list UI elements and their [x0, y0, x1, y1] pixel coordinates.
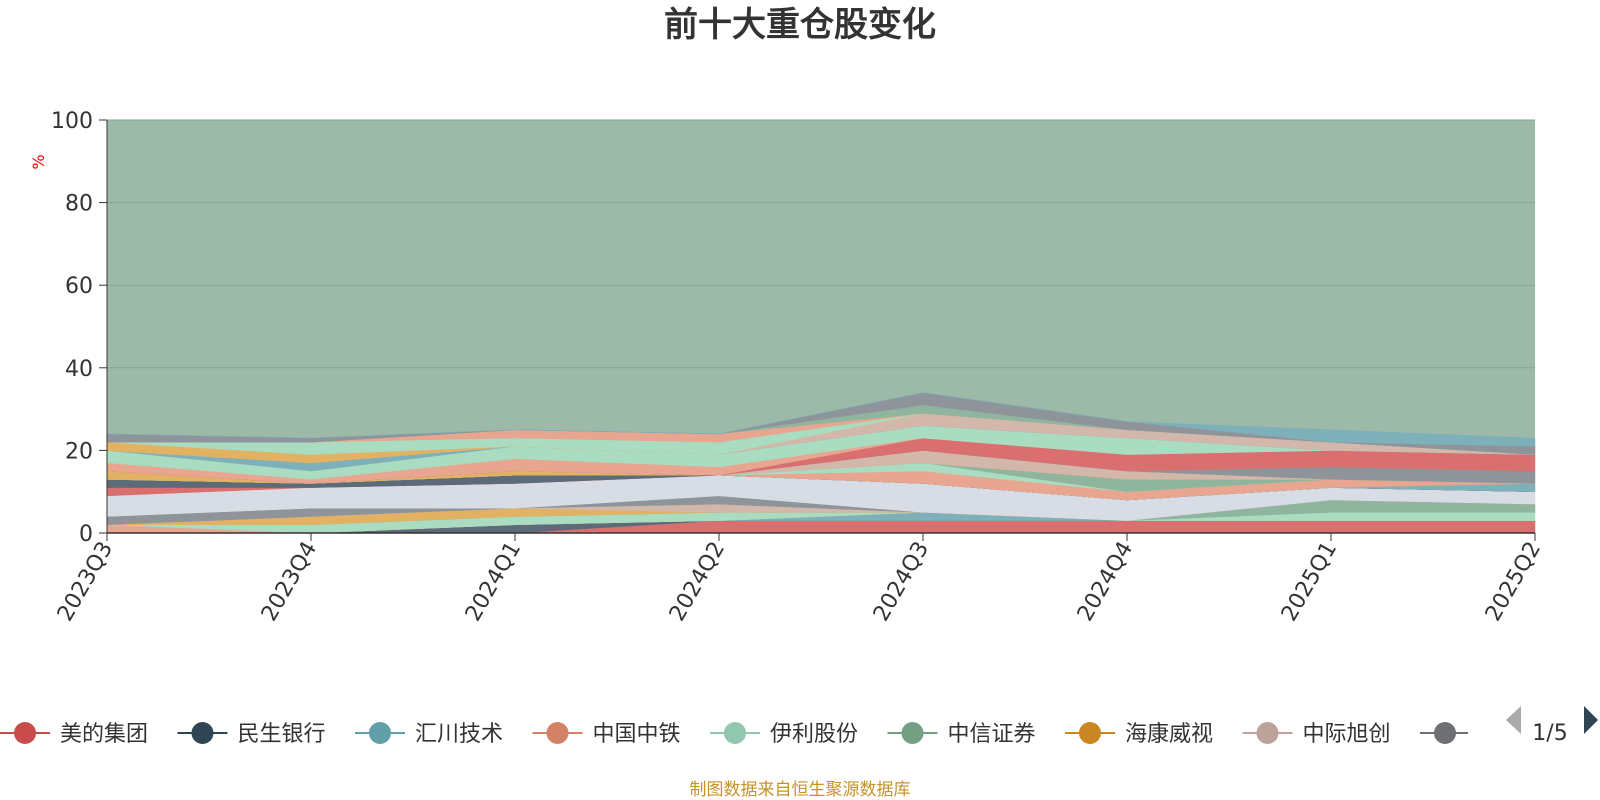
legend-marker	[901, 722, 924, 744]
legend-label: 民生银行	[238, 722, 326, 747]
legend-item-1[interactable]: 民生银行	[177, 722, 326, 747]
x-tick-label: 2024Q1	[461, 538, 526, 626]
legend-marker	[1434, 722, 1456, 744]
legend-overflow-mask	[1468, 700, 1600, 770]
legend-label: 汇川技术	[415, 722, 503, 747]
legend-item-3[interactable]: 中国中铁	[532, 722, 681, 747]
y-axis-label: %	[29, 154, 48, 169]
series-area-29	[106, 392, 1536, 447]
legend: 美的集团民生银行汇川技术中国中铁伊利股份中信证券海康威视中际旭创紫金矿业	[0, 700, 1600, 770]
legend-label: 中际旭创	[1303, 722, 1391, 747]
x-tick-label: 2024Q2	[665, 538, 730, 626]
chart-title: 前十大重仓股变化	[664, 5, 936, 45]
plot-area	[106, 119, 1536, 534]
y-tick-label: 0	[79, 522, 93, 547]
legend-marker	[14, 722, 36, 744]
legend-item-0[interactable]: 美的集团	[0, 722, 148, 747]
legend-item-2[interactable]: 汇川技术	[355, 722, 503, 747]
legend-marker	[1256, 722, 1279, 744]
legend-item-7[interactable]: 中际旭创	[1242, 722, 1391, 747]
pager-label: 1/5	[1532, 721, 1567, 746]
x-tick-label: 2023Q3	[53, 538, 118, 626]
x-tick-label: 2025Q1	[1277, 538, 1342, 626]
legend-marker	[546, 722, 569, 744]
legend-label: 伊利股份	[770, 722, 858, 747]
x-tick-label: 2024Q3	[869, 538, 934, 626]
legend-marker	[369, 722, 391, 744]
legend-label: 中国中铁	[593, 722, 681, 747]
x-tick-label: 2023Q4	[257, 538, 322, 626]
source-note: 制图数据来自恒生聚源数据库	[690, 780, 911, 800]
legend-marker	[1079, 722, 1101, 744]
y-tick-label: 40	[65, 357, 93, 382]
legend-item-5[interactable]: 中信证券	[887, 722, 1036, 747]
legend-label: 海康威视	[1125, 722, 1213, 747]
legend-marker	[191, 722, 214, 744]
legend-label: 美的集团	[60, 722, 148, 747]
pager-next-icon[interactable]	[1584, 706, 1598, 734]
y-tick-label: 60	[65, 274, 93, 299]
legend-item-4[interactable]: 伊利股份	[710, 722, 858, 747]
legend-label: 中信证券	[948, 722, 1036, 747]
legend-pager: 1/5	[1506, 706, 1598, 746]
legend-marker	[724, 722, 746, 744]
x-tick-label: 2025Q2	[1481, 538, 1546, 626]
y-tick-label: 100	[51, 109, 93, 134]
x-tick-label: 2024Q4	[1073, 538, 1138, 626]
y-tick-label: 20	[65, 439, 93, 464]
legend-item-6[interactable]: 海康威视	[1065, 722, 1213, 747]
y-tick-label: 80	[65, 192, 93, 217]
pager-prev-icon[interactable]	[1506, 706, 1521, 734]
